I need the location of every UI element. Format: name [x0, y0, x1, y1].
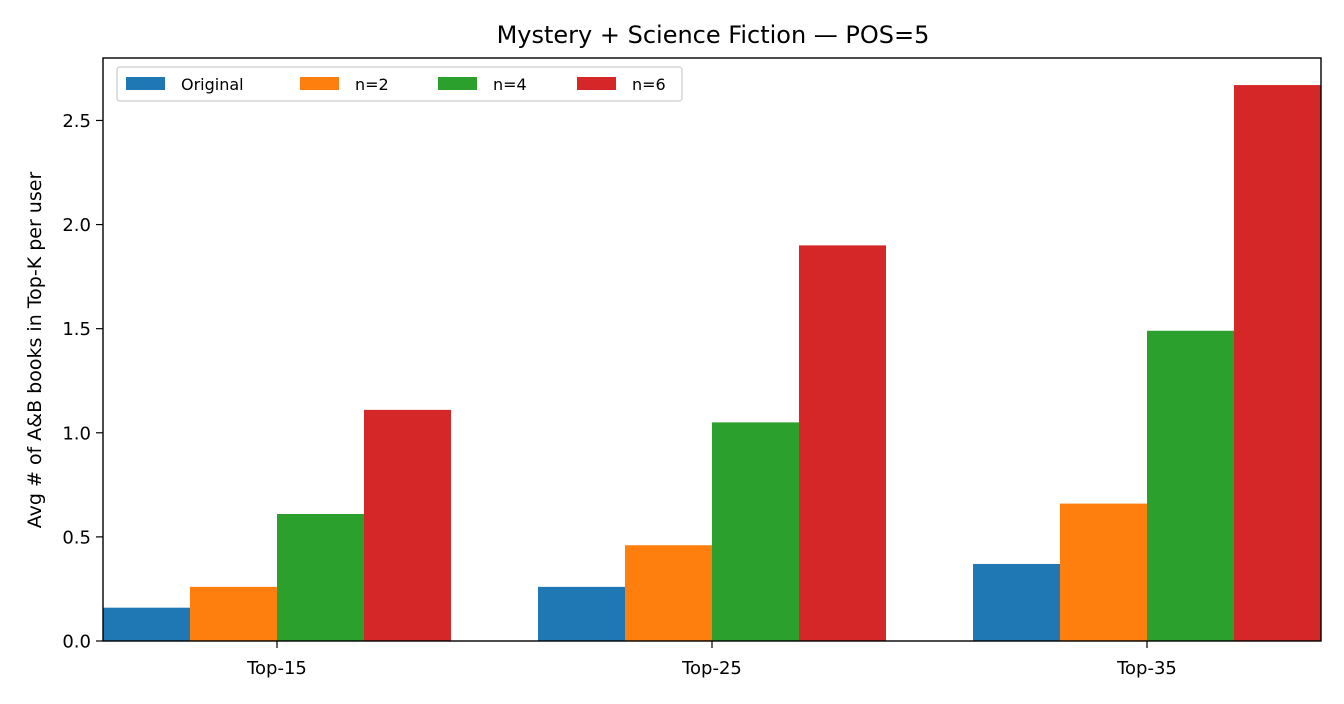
- y-tick-label: 0.0: [62, 632, 91, 653]
- legend-swatch-n-4: [438, 77, 477, 90]
- x-tick-label: Top-35: [1116, 658, 1177, 679]
- bar-n-6-top-15: [364, 409, 451, 641]
- bar-original-top-35: [973, 563, 1060, 641]
- y-tick-label: 1.5: [62, 319, 91, 340]
- bar-n-4-top-15: [277, 513, 364, 641]
- y-axis-ticks: 0.0 0.5 1.0 1.5 2.0 2.5: [62, 111, 103, 653]
- bars-group: [103, 85, 1321, 642]
- y-tick-label: 1.0: [62, 423, 91, 444]
- x-axis-ticks: Top-15 Top-25 Top-35: [246, 641, 1177, 679]
- bar-n-6-top-25: [799, 245, 886, 641]
- bar-n-4-top-35: [1147, 330, 1234, 641]
- bar-n-2-top-25: [625, 545, 712, 641]
- x-tick-label: Top-15: [246, 658, 307, 679]
- y-axis-label: Avg # of A&B books in Top-K per user: [24, 172, 46, 529]
- bar-n-2-top-15: [190, 586, 277, 641]
- chart-title: Mystery + Science Fiction — POS=5: [497, 21, 930, 49]
- bar-n-4-top-25: [712, 422, 799, 642]
- legend-swatch-original: [126, 77, 165, 90]
- bar-n-2-top-35: [1060, 503, 1147, 641]
- x-tick-label: Top-25: [681, 658, 742, 679]
- bar-original-top-15: [103, 607, 190, 641]
- legend-label-n-4: n=4: [493, 75, 527, 94]
- legend-label-original: Original: [181, 75, 244, 94]
- legend-label-n-6: n=6: [632, 75, 666, 94]
- y-tick-label: 2.5: [62, 111, 91, 132]
- bar-n-6-top-35: [1234, 85, 1321, 641]
- plot-area-frame: [102, 57, 1322, 642]
- legend-swatch-n-2: [300, 77, 339, 90]
- legend-label-n-2: n=2: [355, 75, 389, 94]
- legend-swatch-n-6: [577, 77, 616, 90]
- legend-frame: [116, 66, 683, 102]
- y-tick-label: 0.5: [62, 527, 91, 548]
- y-tick-label: 2.0: [62, 215, 91, 236]
- legend: Original n=2 n=4 n=6: [116, 66, 683, 102]
- bar-original-top-25: [538, 586, 625, 641]
